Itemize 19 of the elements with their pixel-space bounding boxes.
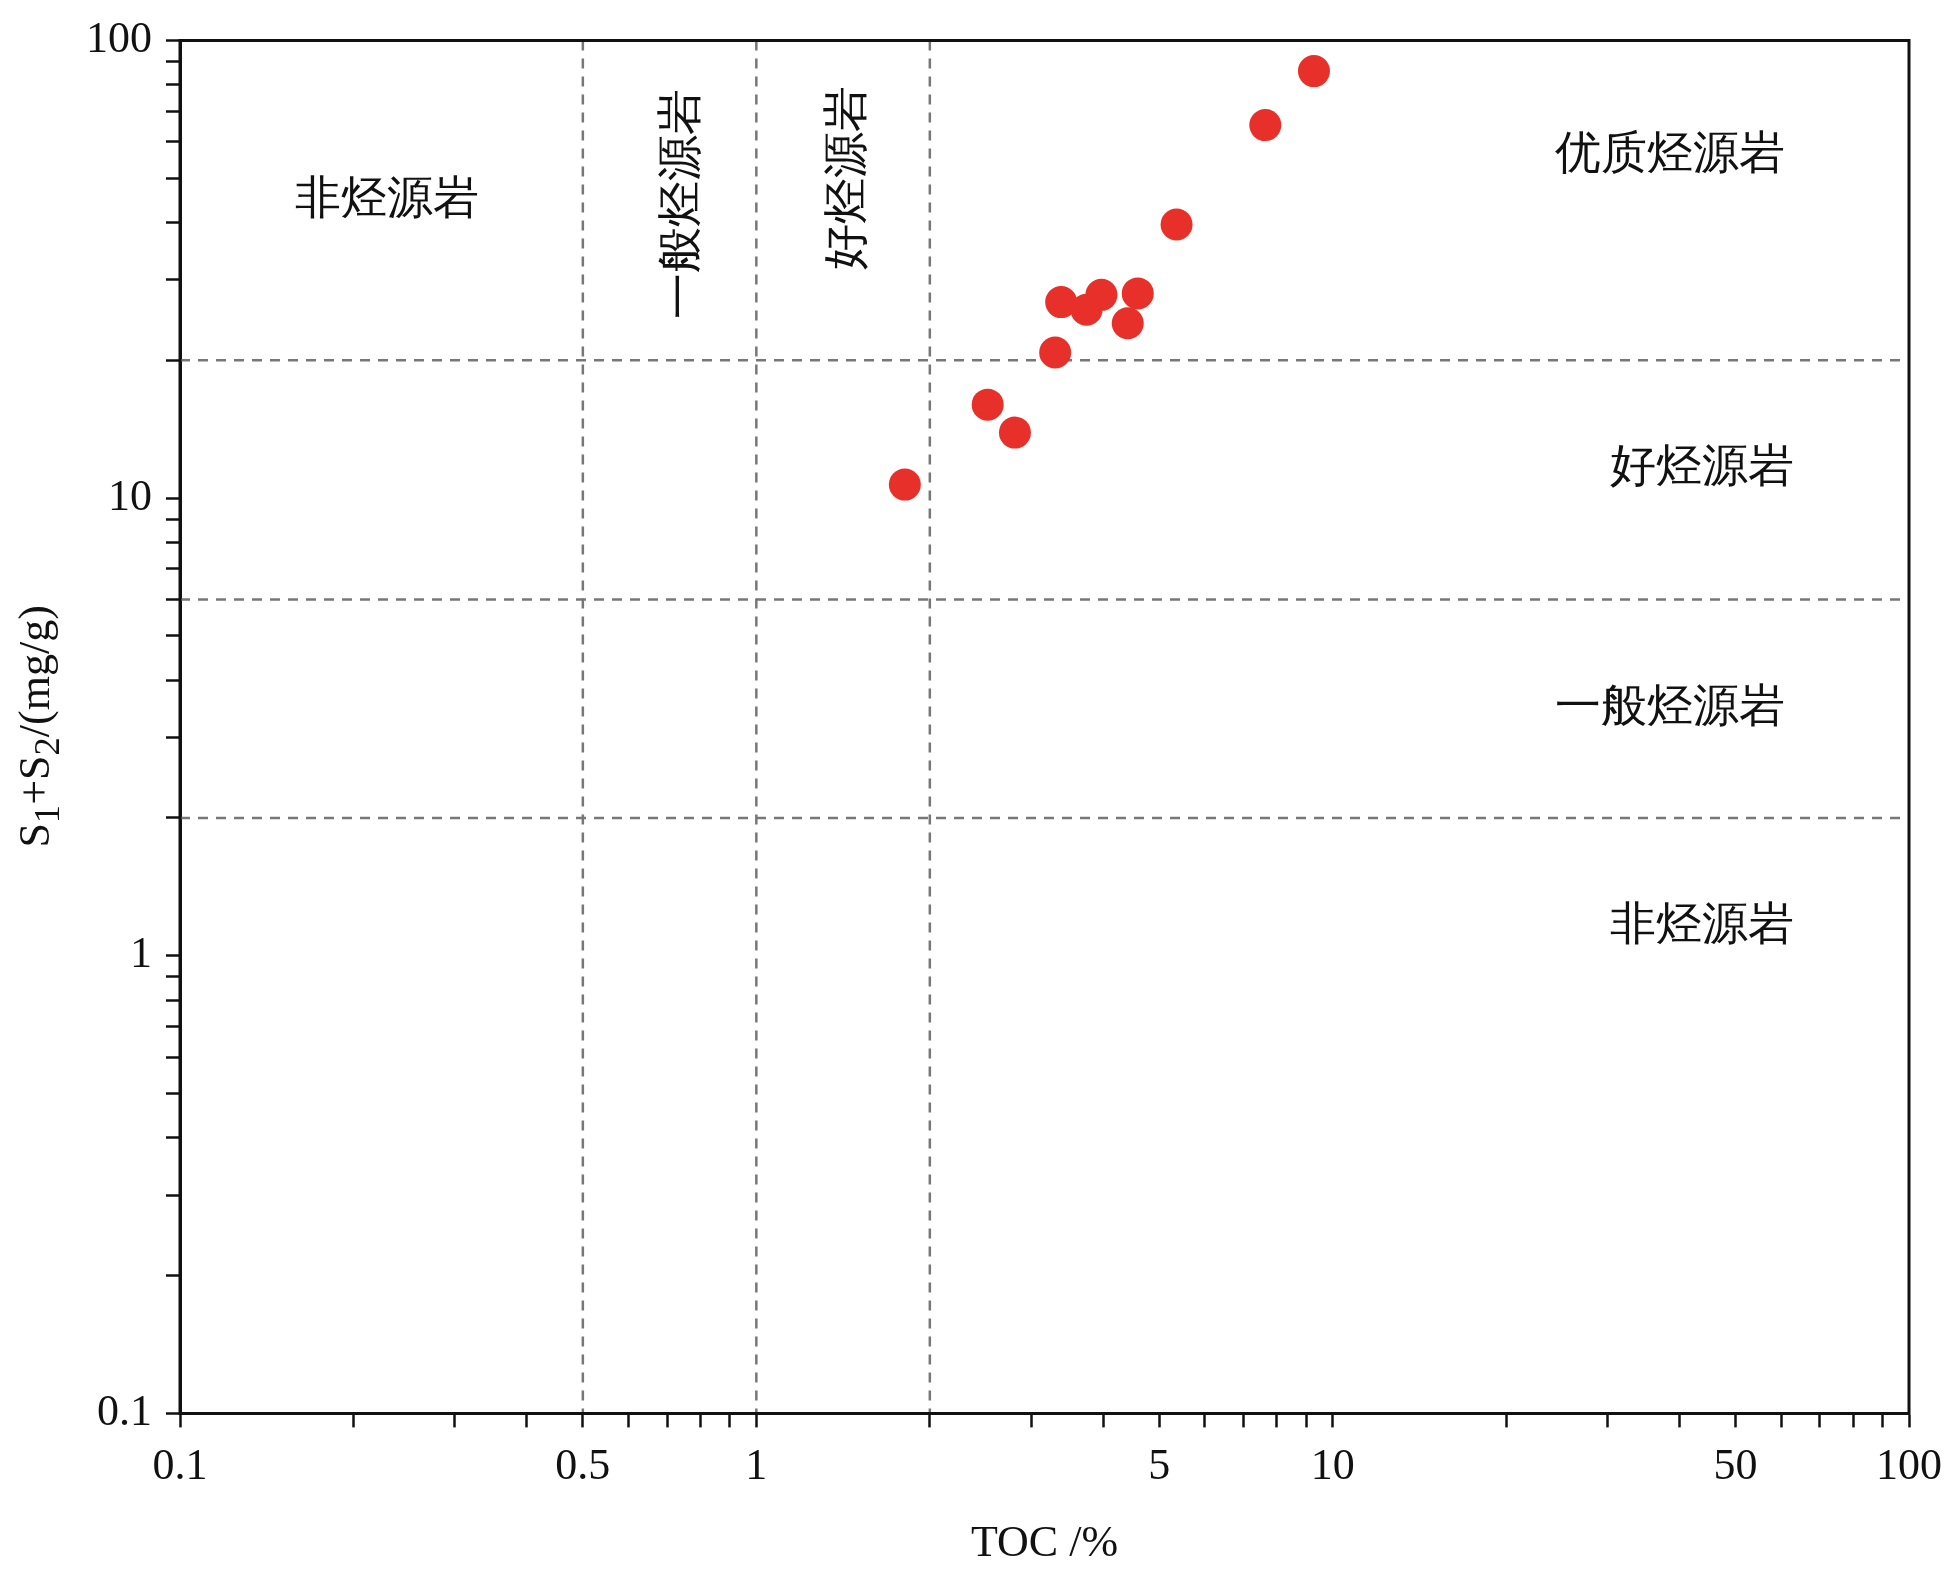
x-tick-label: 1 [745, 1440, 768, 1490]
annotation: 一般烃源岩 [654, 88, 706, 319]
x-tick-label: 10 [1310, 1440, 1355, 1490]
x-tick-label: 0.1 [152, 1440, 208, 1490]
x-tick-label: 0.5 [555, 1440, 611, 1490]
annotation: 非烃源岩 [295, 172, 480, 224]
y-tick-label: 10 [108, 470, 152, 520]
y-tick-label: 0.1 [97, 1385, 152, 1435]
annotation: 好烃源岩 [1609, 439, 1794, 491]
x-tick-label: 100 [1876, 1440, 1942, 1490]
x-axis-title: TOC /% [970, 1517, 1119, 1567]
x-tick-label: 50 [1713, 1440, 1758, 1490]
annotation: 一般烃源岩 [1555, 680, 1786, 732]
y-tick-label: 100 [86, 12, 152, 62]
x-tick-label: 5 [1148, 1440, 1171, 1490]
annotation: 优质烃源岩 [1555, 126, 1786, 178]
annotation: 非烃源岩 [1609, 898, 1794, 950]
y-tick-label: 1 [130, 928, 152, 978]
annotation: 好烃源岩 [820, 85, 872, 270]
